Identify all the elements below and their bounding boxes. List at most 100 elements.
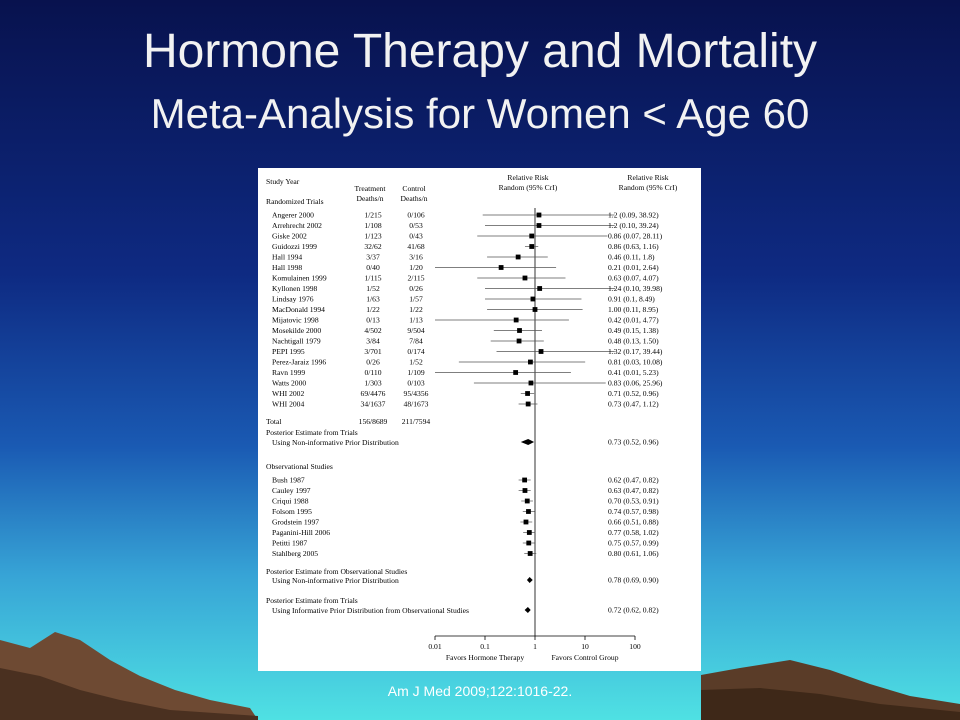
- treatment-value: 3/84: [366, 337, 380, 346]
- trial-point: [529, 244, 535, 249]
- obs-point: [523, 519, 529, 525]
- posterior-trials-diamond: [520, 439, 535, 445]
- total-control: 211/7594: [402, 417, 431, 426]
- control-value: 41/68: [407, 242, 425, 251]
- study-label: Mijatovic 1998: [272, 316, 319, 325]
- study-label: Paganini-Hill 2006: [272, 528, 330, 537]
- observational-heading: Observational Studies: [266, 462, 333, 471]
- trial-point: [517, 328, 522, 333]
- study-label: Petitti 1987: [272, 539, 307, 548]
- study-label: Bush 1987: [272, 476, 305, 485]
- posterior-trials-line2: Using Non-informative Prior Distribution: [272, 438, 399, 447]
- treatment-value: 34/1637: [361, 400, 386, 409]
- citation: Am J Med 2009;122:1016-22.: [387, 683, 573, 699]
- study-label: Criqui 1988: [272, 497, 309, 506]
- header-rr-sub: Random (95% CrI): [619, 183, 678, 192]
- rr-label: 0.70 (0.53, 0.91): [608, 497, 659, 506]
- treatment-value: 1/63: [366, 295, 380, 304]
- rr-label: 0.21 (0.01, 2.64): [608, 263, 659, 272]
- x-tick-label: 1: [533, 642, 537, 651]
- posterior-informative-line2: Using Informative Prior Distribution fro…: [272, 606, 469, 615]
- study-label: Arrehrecht 2002: [272, 221, 322, 230]
- obs-point: [526, 530, 532, 535]
- study-label: Hall 1998: [272, 263, 302, 272]
- posterior-informative-diamond: [524, 607, 531, 613]
- slide-title: Hormone Therapy and Mortality: [142, 25, 818, 78]
- control-value: 0/106: [407, 211, 425, 220]
- control-value: 0/103: [407, 379, 425, 388]
- x-axis-left-label: Favors Hormone Therapy: [446, 653, 525, 662]
- study-label: Grodstein 1997: [272, 518, 319, 527]
- header-plot: Relative Risk: [507, 173, 548, 182]
- posterior-trials-line1: Posterior Estimate from Trials: [266, 428, 358, 437]
- study-label: PEPI 1995: [272, 347, 305, 356]
- trial-point: [536, 223, 542, 228]
- treatment-value: 3/37: [366, 253, 380, 262]
- obs-point: [522, 477, 528, 483]
- total-treatment: 156/8689: [359, 417, 388, 426]
- rr-label: 0.80 (0.61, 1.06): [608, 549, 659, 558]
- header-treatment-sub: Deaths/n: [357, 194, 384, 203]
- rr-label: 0.73 (0.47, 1.12): [608, 400, 659, 409]
- trial-point: [516, 338, 522, 344]
- posterior-obs-line2: Using Non-informative Prior Distribution: [272, 576, 399, 585]
- header-control-sub: Deaths/n: [401, 194, 428, 203]
- study-label: Lindsay 1976: [272, 295, 314, 304]
- rr-label: 1.2 (0.09, 38.92): [608, 211, 659, 220]
- study-label: Folsom 1995: [272, 507, 312, 516]
- control-value: 95/4356: [404, 389, 429, 398]
- obs-point: [526, 540, 532, 546]
- treatment-value: 1/22: [366, 305, 380, 314]
- control-value: 3/16: [409, 253, 423, 262]
- posterior-obs-rr: 0.78 (0.69, 0.90): [608, 576, 659, 585]
- rr-label: 0.71 (0.52, 0.96): [608, 389, 659, 398]
- trial-point: [498, 265, 504, 270]
- rr-label: 1.32 (0.17, 39.44): [608, 347, 663, 356]
- trial-point: [522, 275, 528, 281]
- control-value: 0/26: [409, 284, 423, 293]
- header-treatment: Treatment: [355, 184, 387, 193]
- trial-point: [513, 317, 519, 323]
- trial-point: [538, 349, 544, 354]
- rr-label: 0.62 (0.47, 0.82): [608, 476, 659, 485]
- treatment-value: 0/26: [366, 358, 380, 367]
- rr-label: 0.83 (0.06, 25.96): [608, 379, 663, 388]
- rr-label: 0.86 (0.63, 1.16): [608, 242, 659, 251]
- control-value: 0/174: [407, 347, 425, 356]
- posterior-informative-rr: 0.72 (0.62, 0.82): [608, 606, 659, 615]
- trial-point: [532, 307, 538, 312]
- study-label: Stahlberg 2005: [272, 549, 318, 558]
- obs-point: [527, 551, 533, 556]
- rr-label: 0.48 (0.13, 1.50): [608, 337, 659, 346]
- total-label: Total: [266, 417, 282, 426]
- study-label: Kyllonen 1998: [272, 284, 318, 293]
- rr-label: 0.66 (0.51, 0.88): [608, 518, 659, 527]
- trial-point: [537, 286, 543, 291]
- trial-point: [515, 254, 521, 260]
- study-label: Watts 2000: [272, 379, 306, 388]
- posterior-obs-diamond: [526, 577, 533, 583]
- treatment-value: 1/215: [364, 211, 382, 220]
- study-label: Guidozzi 1999: [272, 242, 317, 251]
- x-axis-right-label: Favors Control Group: [551, 653, 618, 662]
- forest-plot: Study YearTreatmentDeaths/nControlDeaths…: [266, 173, 678, 662]
- rr-label: 0.41 (0.01, 5.23): [608, 368, 659, 377]
- trial-point: [536, 212, 542, 218]
- posterior-obs-line1: Posterior Estimate from Observational St…: [266, 567, 407, 576]
- study-label: Perez-Jaraiz 1996: [272, 358, 326, 367]
- control-value: 2/115: [407, 274, 424, 283]
- treatment-value: 1/52: [366, 284, 380, 293]
- study-label: WHI 2002: [272, 389, 304, 398]
- rr-label: 0.49 (0.15, 1.38): [608, 326, 659, 335]
- treatment-value: 4/502: [364, 326, 382, 335]
- rr-label: 1.2 (0.10, 39.24): [608, 221, 659, 230]
- rr-label: 0.75 (0.57, 0.99): [608, 539, 659, 548]
- x-tick-label: 0.01: [428, 642, 441, 651]
- rr-label: 0.63 (0.07, 4.07): [608, 274, 659, 283]
- forest-plot-panel: Study Year Treatment Deaths/n Control Deaths…: [258, 168, 701, 671]
- control-value: 0/53: [409, 221, 423, 230]
- trial-point: [525, 401, 531, 407]
- control-value: 0/43: [409, 232, 423, 241]
- rr-label: 1.24 (0.10, 39.98): [608, 284, 663, 293]
